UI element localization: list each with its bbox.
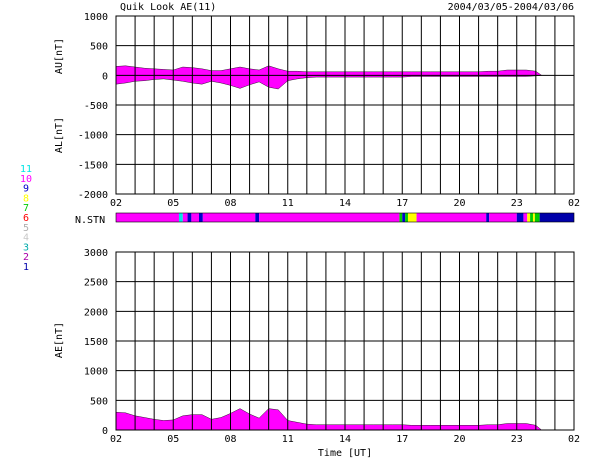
plot-frame bbox=[115, 15, 575, 195]
station-segment bbox=[182, 213, 188, 222]
station-number-4: 4 bbox=[23, 233, 29, 244]
series-ae-area bbox=[115, 408, 543, 431]
y-tick-label: 500 bbox=[90, 396, 108, 407]
x-tick-label: 20 bbox=[453, 198, 465, 209]
station-segment bbox=[486, 213, 490, 222]
x-tick-label: 02 bbox=[110, 198, 122, 209]
x-tick-label: 08 bbox=[224, 198, 236, 209]
au-axis-label: AU[nT] bbox=[54, 38, 65, 74]
station-segment bbox=[534, 213, 540, 222]
x-tick-label: 17 bbox=[396, 434, 408, 445]
y-tick-label: 0 bbox=[102, 426, 108, 437]
x-tick-label: 14 bbox=[339, 434, 351, 445]
station-segment bbox=[191, 213, 200, 222]
station-number-3: 3 bbox=[23, 242, 29, 253]
station-segment bbox=[255, 213, 260, 222]
x-tick-label: 02 bbox=[568, 434, 580, 445]
station-segment bbox=[489, 213, 517, 222]
station-bar-frame bbox=[115, 212, 575, 223]
station-number-11: 11 bbox=[20, 164, 32, 175]
station-number-10: 10 bbox=[20, 174, 32, 185]
y-tick-label: 3000 bbox=[84, 248, 108, 259]
x-tick-label: 05 bbox=[167, 434, 179, 445]
station-segment bbox=[516, 213, 524, 222]
station-segment bbox=[178, 213, 183, 222]
y-tick-label: 1000 bbox=[84, 367, 108, 378]
station-segment bbox=[399, 213, 403, 222]
x-tick-label: 20 bbox=[453, 434, 465, 445]
station-segment bbox=[259, 213, 400, 222]
date-range: 2004/03/05-2004/03/06 bbox=[448, 2, 574, 13]
series-au-area bbox=[115, 65, 543, 76]
al-axis-label: AL[nT] bbox=[54, 117, 65, 153]
station-segment bbox=[407, 213, 417, 222]
station-number-2: 2 bbox=[23, 252, 29, 263]
station-number-1: 1 bbox=[23, 262, 29, 273]
station-segment bbox=[199, 213, 203, 222]
station-segment bbox=[527, 213, 531, 222]
x-tick-label: 23 bbox=[511, 198, 523, 209]
ae-axis-label: AE[nT] bbox=[54, 322, 65, 358]
station-number-7: 7 bbox=[23, 203, 29, 214]
station-segment bbox=[187, 213, 192, 222]
x-tick-label: 02 bbox=[568, 198, 580, 209]
y-tick-label: 2500 bbox=[84, 278, 108, 289]
y-tick-label: 0 bbox=[102, 71, 108, 82]
station-segment bbox=[402, 213, 406, 222]
y-tick-label: 500 bbox=[90, 42, 108, 53]
station-segment bbox=[405, 213, 408, 222]
station-segment bbox=[530, 213, 533, 222]
station-segment bbox=[532, 213, 535, 222]
y-tick-label: 1500 bbox=[84, 337, 108, 348]
y-tick-label: 1000 bbox=[84, 12, 108, 23]
x-tick-label: 05 bbox=[167, 198, 179, 209]
chart-title: Quik Look AE(11) bbox=[120, 2, 216, 13]
x-tick-label: 02 bbox=[110, 434, 122, 445]
station-segment bbox=[416, 213, 487, 222]
plot-frame bbox=[115, 251, 575, 431]
y-tick-label: -500 bbox=[84, 101, 108, 112]
y-tick-label: -2000 bbox=[78, 190, 108, 201]
y-tick-label: -1500 bbox=[78, 160, 108, 171]
station-number-6: 6 bbox=[23, 213, 29, 224]
y-tick-label: -1000 bbox=[78, 131, 108, 142]
x-tick-label: 11 bbox=[282, 434, 294, 445]
y-tick-label: 2000 bbox=[84, 307, 108, 318]
x-tick-label: 11 bbox=[282, 198, 294, 209]
station-segment bbox=[539, 213, 574, 222]
x-tick-label: 08 bbox=[224, 434, 236, 445]
station-number-8: 8 bbox=[23, 193, 29, 204]
station-count-bar bbox=[115, 212, 575, 223]
x-tick-label: 23 bbox=[511, 434, 523, 445]
station-segment bbox=[202, 213, 256, 222]
station-bar-label: N.STN bbox=[75, 215, 105, 226]
station-number-9: 9 bbox=[23, 184, 29, 195]
station-segment bbox=[523, 213, 528, 222]
station-segment bbox=[116, 213, 179, 222]
station-number-5: 5 bbox=[23, 223, 29, 234]
series-al-area bbox=[115, 75, 542, 90]
x-tick-label: 17 bbox=[396, 198, 408, 209]
x-tick-label: 14 bbox=[339, 198, 351, 209]
x-axis-label: Time [UT] bbox=[318, 448, 372, 459]
